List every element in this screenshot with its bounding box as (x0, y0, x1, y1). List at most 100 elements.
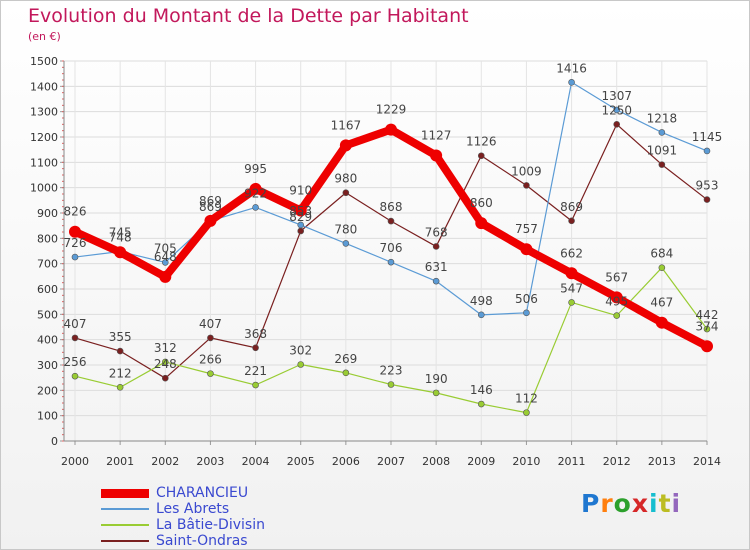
data-point (610, 291, 623, 304)
data-point (297, 361, 305, 368)
legend-label: Les Abrets (156, 501, 230, 517)
data-point (71, 253, 79, 261)
data-point (523, 309, 530, 317)
legend-label: CHARANCIEU (156, 485, 249, 501)
data-point (565, 267, 578, 280)
legend-swatch (101, 540, 149, 542)
data-point (520, 243, 533, 256)
data-label: 980 (334, 172, 357, 186)
data-label: 1145 (692, 130, 723, 144)
data-label: 868 (380, 200, 403, 214)
data-label: 995 (244, 162, 267, 176)
data-point (658, 161, 666, 168)
chart-subtitle: (en €) (28, 30, 61, 43)
data-point (477, 311, 485, 319)
data-point (613, 312, 621, 319)
data-point (342, 189, 350, 197)
data-point (69, 225, 81, 238)
x-tick-label: 2003 (196, 455, 224, 468)
x-tick-label: 2004 (242, 455, 270, 468)
data-label: 705 (154, 241, 177, 255)
data-point (116, 347, 124, 355)
y-tick-label: 1500 (30, 55, 58, 68)
data-point (387, 258, 395, 266)
data-point (477, 152, 485, 160)
data-label: 1250 (601, 103, 632, 117)
x-tick-label: 2014 (693, 455, 721, 468)
data-point (477, 400, 485, 408)
data-label: 1091 (647, 144, 678, 158)
data-label: 662 (560, 246, 583, 260)
y-tick-label: 1100 (30, 156, 58, 169)
data-point (161, 374, 169, 382)
data-point (703, 196, 711, 203)
data-label: 631 (425, 260, 448, 274)
data-point (204, 214, 217, 227)
data-label: 256 (64, 355, 87, 369)
data-point (658, 129, 666, 136)
y-tick-label: 900 (37, 207, 58, 220)
x-tick-label: 2001 (106, 455, 134, 468)
data-label: 467 (650, 296, 673, 310)
data-point (342, 369, 350, 377)
y-tick-label: 700 (37, 258, 58, 271)
data-label: 922 (244, 186, 267, 200)
data-label: 374 (696, 319, 719, 333)
data-label: 269 (334, 352, 357, 366)
data-label: 1167 (331, 118, 362, 132)
data-label: 1229 (376, 103, 407, 117)
data-label: 567 (605, 270, 628, 284)
data-label: 648 (154, 250, 177, 264)
y-tick-label: 1400 (30, 80, 58, 93)
data-point (342, 240, 350, 247)
data-point (252, 381, 259, 389)
data-point (655, 316, 668, 329)
logo-letter: o (613, 489, 632, 518)
legend-swatch (101, 488, 149, 498)
data-label: 768 (425, 225, 448, 239)
data-point (207, 370, 214, 377)
data-label: 266 (199, 353, 222, 367)
data-label: 869 (199, 194, 222, 208)
data-point (207, 334, 214, 342)
data-point (385, 123, 397, 136)
data-label: 829 (289, 210, 312, 224)
data-point (432, 243, 440, 250)
data-point (568, 78, 575, 86)
data-label: 312 (154, 341, 177, 355)
y-tick-label: 200 (37, 384, 58, 397)
data-point (339, 139, 352, 152)
data-label: 506 (515, 292, 538, 306)
data-label: 146 (470, 383, 493, 397)
chart-title: Evolution du Montant de la Dette par Hab… (28, 5, 469, 27)
y-tick-label: 600 (37, 283, 58, 296)
data-label: 407 (64, 317, 87, 331)
data-point (114, 246, 127, 259)
data-point (658, 264, 666, 272)
y-tick-label: 100 (37, 410, 58, 423)
data-point (523, 182, 530, 189)
data-label: 706 (380, 241, 403, 255)
data-point (116, 383, 124, 391)
data-point (294, 204, 307, 217)
data-point (701, 340, 713, 353)
data-label: 248 (154, 357, 177, 371)
data-point (613, 121, 621, 128)
data-point (71, 334, 79, 342)
x-tick-label: 2000 (61, 455, 89, 468)
data-label: 495 (605, 295, 628, 309)
logo-letter: x (631, 489, 649, 518)
data-point (475, 217, 488, 230)
logo-letter: i (671, 489, 682, 518)
y-tick-label: 0 (51, 435, 58, 448)
y-tick-label: 1000 (30, 182, 58, 195)
x-tick-label: 2011 (558, 455, 586, 468)
data-label: 1127 (421, 128, 452, 142)
data-point (523, 409, 530, 416)
y-tick-label: 500 (37, 308, 58, 321)
y-tick-label: 1200 (30, 131, 58, 144)
data-label: 684 (650, 247, 673, 261)
data-point (387, 381, 395, 388)
legend: CHARANCIEU Les Abrets La Bâtie-Divisin Sain… (101, 485, 321, 549)
data-point (430, 149, 443, 162)
